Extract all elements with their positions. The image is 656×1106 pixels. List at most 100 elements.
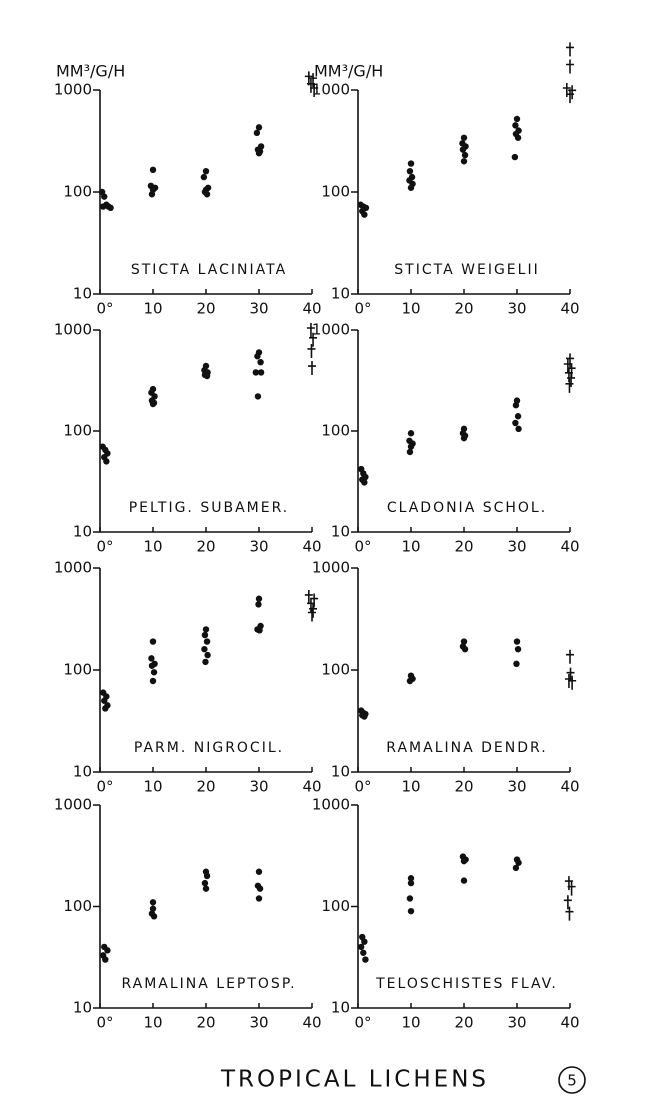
y-tick-label: 1000	[54, 81, 92, 99]
data-point	[460, 877, 468, 884]
data-point	[515, 425, 522, 433]
y-axis-label: MM³/G/H	[56, 62, 125, 81]
y-tick-label: 100	[321, 422, 350, 440]
data-point	[512, 419, 519, 427]
y-tick-label: 1000	[312, 559, 350, 577]
data-point	[148, 655, 155, 662]
data-point	[255, 150, 263, 157]
dagger-point	[309, 73, 318, 88]
data-point	[101, 697, 108, 704]
data-point	[149, 677, 157, 685]
y-tick-label: 1000	[312, 796, 350, 814]
dagger-point	[306, 323, 315, 337]
data-point	[149, 400, 157, 408]
figure-number-circle	[558, 1066, 586, 1094]
x-tick-label: 20	[454, 1014, 473, 1032]
data-point	[407, 430, 415, 437]
y-tick-label: 10	[331, 523, 350, 541]
dagger-point	[306, 598, 315, 613]
data-point	[461, 151, 469, 159]
data-point	[150, 913, 158, 920]
dagger-point	[304, 589, 313, 604]
data-point	[256, 885, 264, 892]
dagger-point	[308, 361, 316, 376]
x-tick-label: 10	[401, 778, 420, 796]
x-tick-label: 0°	[354, 778, 371, 796]
data-point	[513, 660, 520, 668]
data-point	[511, 153, 519, 161]
figure-title: TROPICAL LICHENS	[220, 1067, 489, 1093]
y-tick-label: 100	[63, 661, 92, 679]
y-tick-label: 1000	[54, 796, 92, 814]
y-tick-label: 100	[63, 422, 92, 440]
x-tick-label: 40	[302, 778, 321, 796]
data-point	[255, 895, 263, 902]
x-tick-label: 20	[454, 538, 473, 556]
y-tick-label: 100	[63, 897, 92, 915]
x-tick-label: 40	[560, 538, 579, 556]
data-point	[203, 638, 211, 645]
data-point	[201, 631, 209, 639]
panel-title: STICTA WEIGELII	[394, 262, 539, 278]
panel-title: PELTIG. SUBAMER.	[129, 500, 290, 516]
x-tick-label: 10	[401, 300, 420, 318]
data-point	[407, 184, 415, 191]
y-tick-label: 100	[321, 183, 350, 201]
x-tick-label: 20	[454, 778, 473, 796]
data-point	[148, 191, 156, 198]
dagger-point	[309, 603, 318, 618]
data-point	[201, 645, 208, 653]
dagger-point	[566, 353, 574, 368]
data-point	[460, 638, 468, 645]
panel-title: PARM. NIGROCIL.	[134, 740, 284, 756]
data-point	[514, 134, 522, 141]
data-point	[255, 595, 263, 602]
data-point	[204, 651, 211, 659]
data-point	[107, 204, 114, 211]
y-tick-label: 10	[331, 763, 350, 781]
data-point	[515, 859, 522, 866]
data-point	[362, 956, 369, 963]
data-point	[254, 353, 261, 360]
x-tick-label: 10	[143, 778, 162, 796]
data-point	[460, 158, 468, 165]
dagger-point	[563, 895, 572, 910]
data-point	[406, 895, 414, 902]
x-tick-label: 10	[143, 538, 162, 556]
x-tick-label: 20	[196, 1014, 215, 1032]
data-point	[201, 879, 209, 887]
data-point	[459, 146, 467, 153]
data-point	[514, 413, 522, 420]
x-tick-label: 40	[302, 538, 321, 556]
data-point	[512, 402, 520, 409]
x-tick-label: 20	[196, 538, 215, 556]
data-point	[407, 875, 415, 882]
dagger-point	[567, 372, 576, 387]
data-point	[103, 458, 110, 465]
y-tick-label: 100	[63, 183, 92, 201]
data-point	[361, 479, 368, 486]
panel-title: CLADONIA SCHOL.	[387, 500, 547, 516]
data-point	[407, 160, 415, 167]
dagger-point	[310, 83, 319, 97]
dagger-point	[307, 343, 316, 358]
y-tick-label: 100	[321, 897, 350, 915]
x-tick-label: 10	[143, 300, 162, 318]
data-point	[360, 949, 367, 956]
data-point	[361, 713, 368, 720]
data-point	[99, 203, 107, 210]
data-point	[149, 899, 157, 906]
data-point	[203, 872, 211, 880]
x-tick-label: 0°	[354, 1014, 371, 1032]
y-tick-label: 1000	[54, 321, 92, 339]
x-tick-label: 30	[249, 778, 268, 796]
x-tick-label: 30	[249, 1014, 268, 1032]
data-point	[406, 167, 414, 175]
data-point	[149, 166, 157, 174]
dagger-point	[567, 881, 576, 896]
dagger-point	[565, 906, 574, 921]
dagger-point	[564, 876, 573, 891]
x-tick-label: 30	[507, 778, 526, 796]
data-point	[406, 448, 414, 456]
